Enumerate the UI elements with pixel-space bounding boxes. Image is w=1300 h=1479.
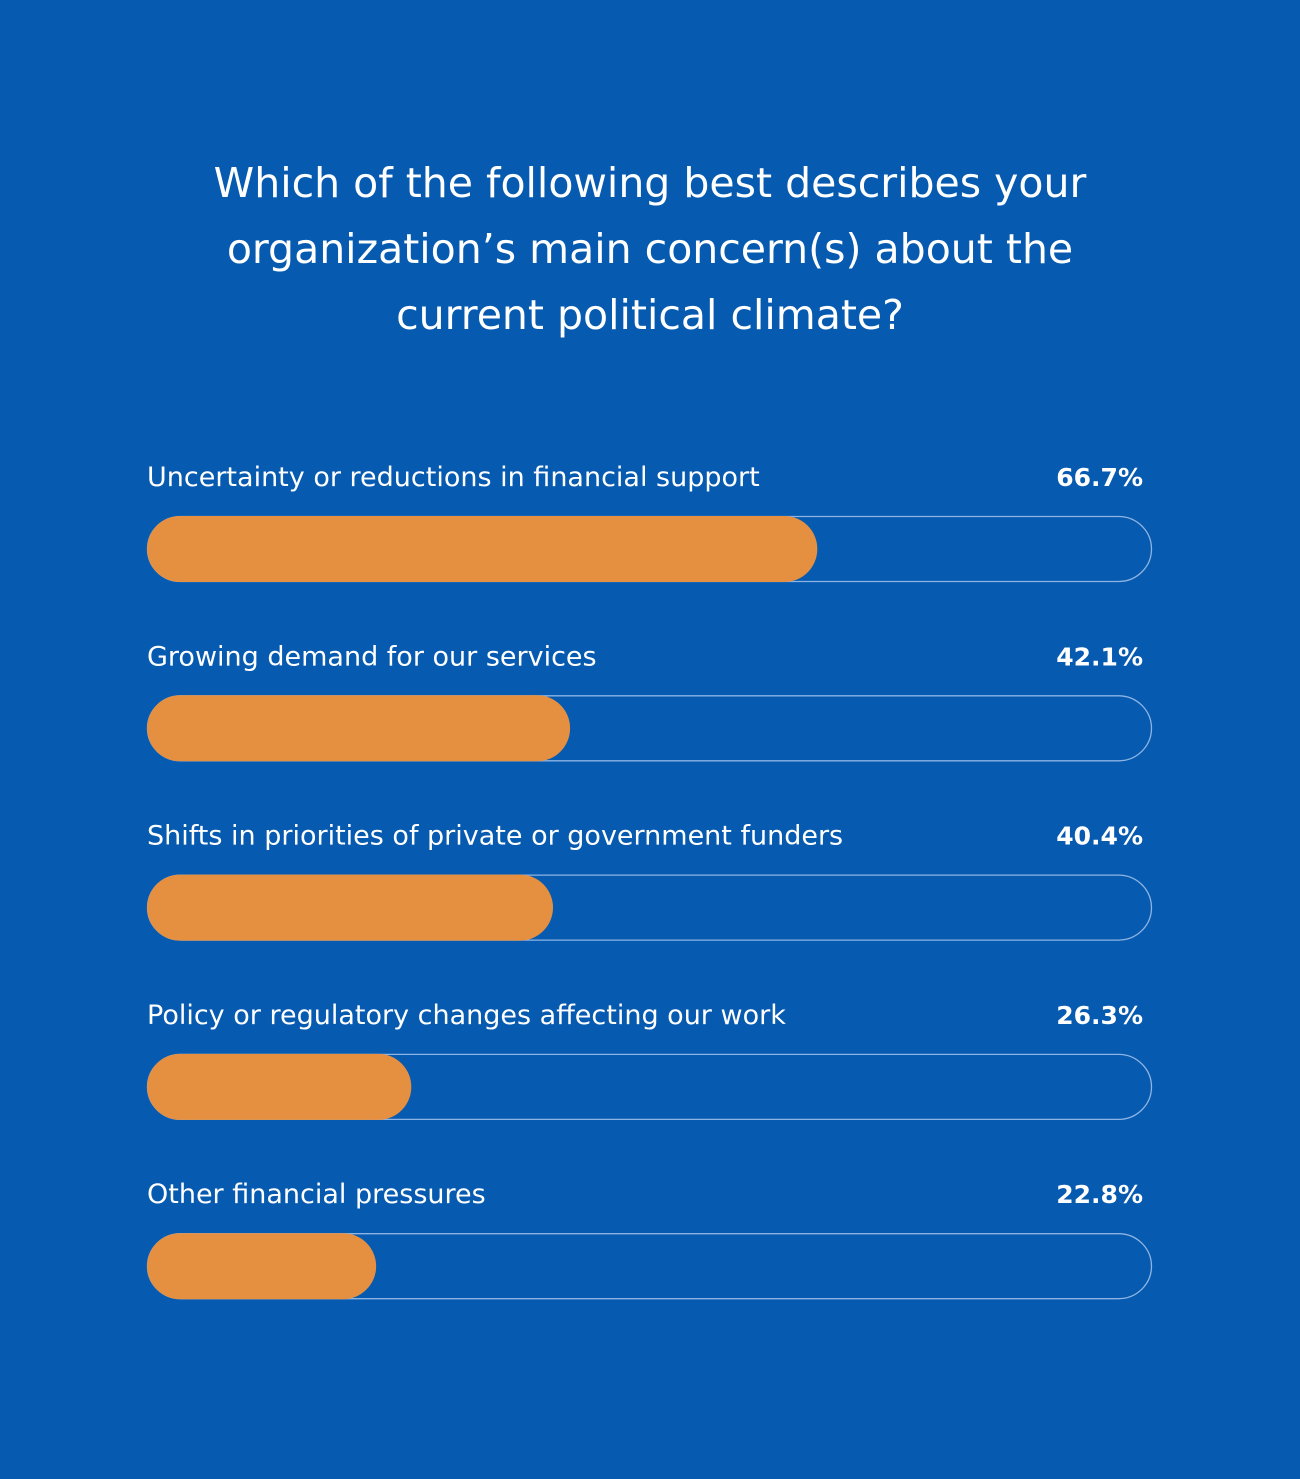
value-label: 42.1%	[1056, 642, 1143, 671]
value-label: 26.3%	[1056, 1001, 1143, 1030]
value-label: 66.7%	[1056, 463, 1143, 492]
bar	[147, 1053, 412, 1120]
chart-title-line-2: organization’s main concern(s) about the	[226, 225, 1074, 273]
bar	[147, 874, 554, 941]
category-label: Policy or regulatory changes affecting o…	[147, 1000, 786, 1031]
chart-title-line-1: Which of the following best describes yo…	[213, 159, 1087, 207]
chart-title: Which of the following best describes yo…	[100, 150, 1200, 348]
bar	[147, 1233, 377, 1300]
category-label: Uncertainty or reductions in financial s…	[147, 462, 760, 493]
chart-title-line-3: current political climate?	[396, 291, 904, 339]
category-label: Shifts in priorities of private or gover…	[147, 821, 843, 852]
value-label: 22.8%	[1056, 1180, 1143, 1209]
value-label: 40.4%	[1056, 822, 1143, 851]
bar	[147, 695, 571, 762]
category-label: Other financial pressures	[147, 1179, 486, 1210]
bar	[147, 516, 818, 582]
category-label: Growing demand for our services	[147, 641, 597, 672]
